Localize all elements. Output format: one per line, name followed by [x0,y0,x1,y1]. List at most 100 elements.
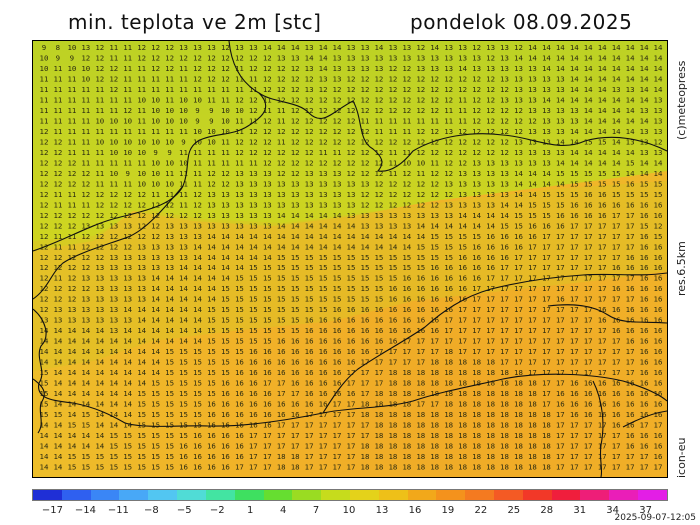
grid-value: 15 [347,263,356,272]
grid-value: 14 [137,326,146,335]
colorbar-segment [205,490,235,500]
grid-value: 17 [570,463,579,472]
grid-value: 18 [486,431,495,440]
grid-value: 13 [486,43,495,52]
grid-value: 18 [444,368,453,377]
grid-value: 13 [319,190,328,199]
grid-value: 13 [249,179,258,188]
grid-value: 11 [109,158,118,167]
grid-value: 10 [81,64,90,73]
grid-value: 13 [165,221,174,230]
grid-value: 13 [137,274,146,283]
grid-value: 11 [416,116,425,125]
grid-value: 17 [305,431,314,440]
grid-value: 14 [305,221,314,230]
grid-value: 17 [556,232,565,241]
grid-value: 12 [430,75,439,84]
grid-value: 14 [123,379,132,388]
grid-value: 11 [123,127,132,136]
grid-value: 11 [40,75,49,84]
grid-value: 12 [109,232,118,241]
grid-value: 17 [626,295,635,304]
grid-value: 12 [319,116,328,125]
grid-value: 13 [542,137,551,146]
grid-value: 12 [374,190,383,199]
grid-value: 16 [221,421,230,430]
grid-value: 13 [388,211,397,220]
grid-value: 14 [40,326,49,335]
grid-value: 13 [556,106,565,115]
grid-value: 16 [654,347,663,356]
grid-value: 14 [165,305,174,314]
grid-value: 14 [109,389,118,398]
grid-value: 16 [640,242,649,251]
grid-value: 15 [472,232,481,241]
grid-value: 14 [207,274,216,283]
colorbar-tick-label: 1 [247,505,254,516]
grid-value: 17 [584,421,593,430]
grid-value: 14 [626,54,635,63]
grid-value: 16 [249,347,258,356]
grid-value: 14 [612,158,621,167]
grid-value: 13 [207,200,216,209]
grid-value: 14 [333,242,342,251]
grid-value: 11 [81,148,90,157]
grid-value: 15 [151,442,160,451]
grid-value: 14 [612,106,621,115]
grid-value: 12 [109,75,118,84]
grid-value: 12 [40,190,49,199]
grid-value: 17 [500,337,509,346]
grid-value: 9 [42,43,46,52]
grid-value: 14 [361,232,370,241]
grid-value: 17 [598,253,607,262]
grid-value: 17 [570,421,579,430]
grid-value: 11 [67,106,76,115]
grid-value: 12 [151,64,160,73]
grid-value: 18 [542,442,551,451]
grid-value: 14 [95,400,104,409]
grid-value: 15 [179,410,188,419]
grid-value: 18 [430,379,439,388]
grid-value: 16 [556,211,565,220]
grid-value: 13 [179,43,188,52]
grid-value: 16 [430,263,439,272]
grid-value: 14 [67,326,76,335]
grid-value: 11 [95,148,104,157]
grid-value: 18 [472,400,481,409]
grid-value: 18 [388,400,397,409]
grid-value: 13 [249,169,258,178]
grid-value: 17 [347,463,356,472]
grid-value: 11 [53,106,62,115]
credit-label: (c)meteopress [675,60,688,140]
grid-value: 9 [209,116,213,125]
grid-value: 18 [444,389,453,398]
grid-value: 14 [584,106,593,115]
grid-value: 18 [500,431,509,440]
grid-value: 15 [361,274,370,283]
grid-value: 12 [361,106,370,115]
grid-value: 17 [514,253,523,262]
grid-value: 16 [207,431,216,440]
grid-value: 12 [291,148,300,157]
grid-value: 13 [458,190,467,199]
grid-value: 14 [626,106,635,115]
grid-value: 15 [374,253,383,262]
grid-value: 18 [486,389,495,398]
grid-value: 18 [402,442,411,451]
grid-value: 12 [472,85,481,94]
grid-value: 14 [626,43,635,52]
grid-value: 15 [81,452,90,461]
grid-value: 11 [123,158,132,167]
grid-value: 14 [151,368,160,377]
grid-value: 13 [514,64,523,73]
grid-value: 15 [137,400,146,409]
grid-value: 18 [444,431,453,440]
grid-value: 13 [402,43,411,52]
grid-value: 13 [179,232,188,241]
grid-value: 18 [486,410,495,419]
grid-value: 16 [598,379,607,388]
grid-value: 14 [612,54,621,63]
grid-value: 15 [640,179,649,188]
grid-value: 15 [221,326,230,335]
grid-value: 15 [374,274,383,283]
